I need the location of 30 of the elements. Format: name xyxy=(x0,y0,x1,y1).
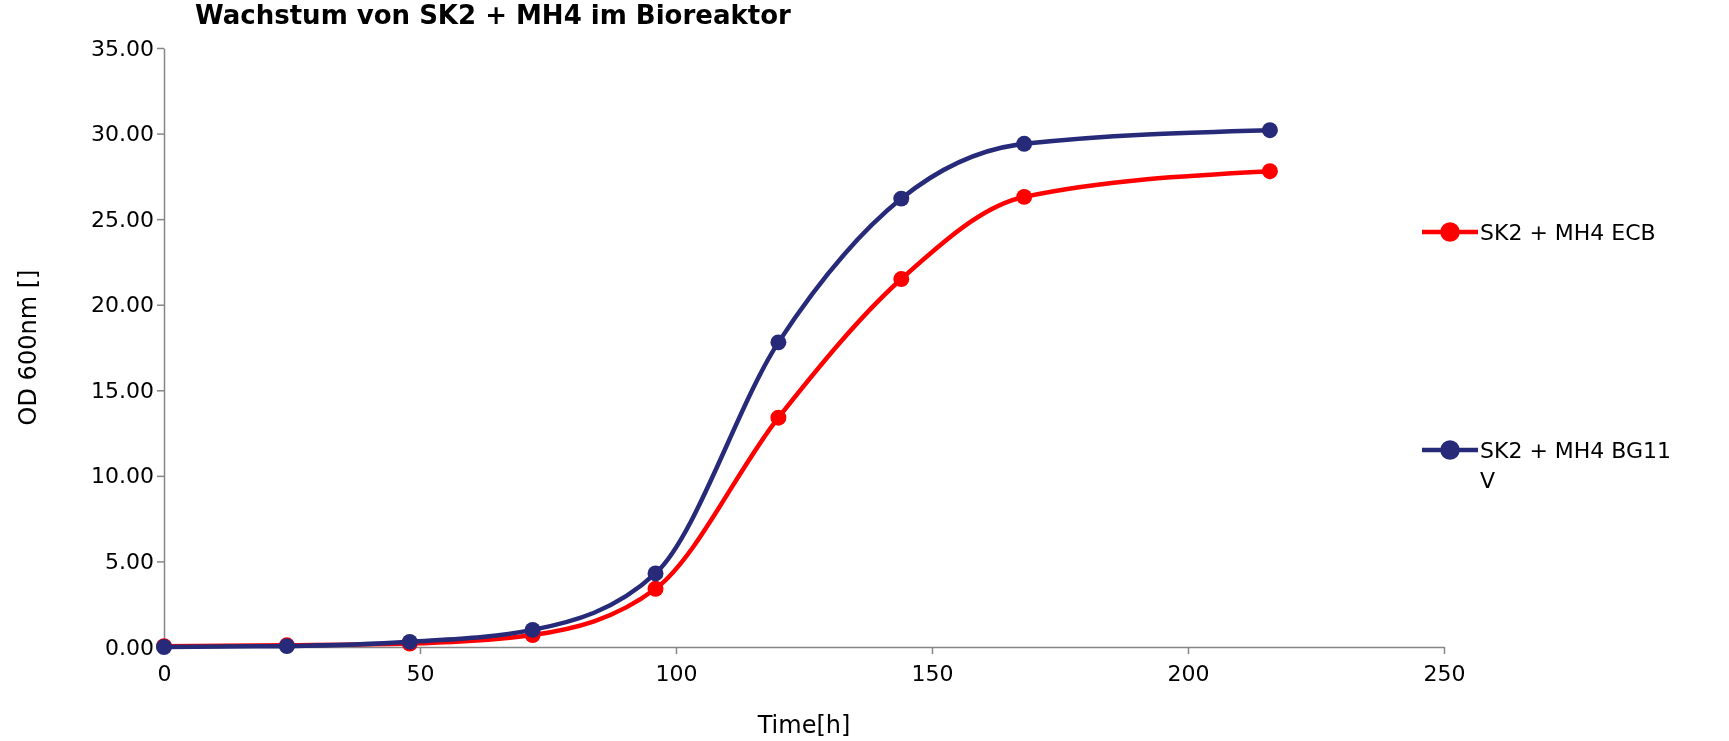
point xyxy=(893,271,910,288)
y-tick-label: 25.00 xyxy=(91,206,154,232)
y-tick-label: 15.00 xyxy=(91,377,154,403)
point xyxy=(1016,135,1033,152)
y-tick-label: 5.00 xyxy=(105,548,154,574)
x-tick-label: 50 xyxy=(406,661,435,687)
x-tick-label: 250 xyxy=(1423,661,1466,687)
x-tick-label: 100 xyxy=(655,661,698,687)
y-tick-label: 30.00 xyxy=(91,121,154,147)
y-tick-label: 10.00 xyxy=(91,463,154,489)
point xyxy=(893,190,910,207)
point xyxy=(770,334,787,351)
point xyxy=(1261,122,1278,139)
point xyxy=(770,409,787,426)
legend-label: SK2 + MH4 ECB xyxy=(1480,220,1656,245)
y-tick-label: 0.00 xyxy=(105,634,154,660)
point xyxy=(647,580,664,597)
x-tick-label: 200 xyxy=(1167,661,1210,687)
y-tick-label: 35.00 xyxy=(91,35,154,61)
point xyxy=(1261,163,1278,180)
point xyxy=(524,621,541,638)
point xyxy=(647,565,664,582)
x-tick-label: 0 xyxy=(157,661,172,687)
x-tick-label: 150 xyxy=(911,661,954,687)
x-axis-title: Time[h] xyxy=(756,711,851,739)
y-axis-title: OD 600nm [] xyxy=(14,269,42,426)
chart-title: Wachstum von SK2 + MH4 im Bioreaktor xyxy=(195,0,792,30)
point xyxy=(1016,188,1033,205)
y-tick-label: 20.00 xyxy=(91,292,154,318)
legend-label: SK2 + MH4 BG11 V xyxy=(1480,438,1672,493)
